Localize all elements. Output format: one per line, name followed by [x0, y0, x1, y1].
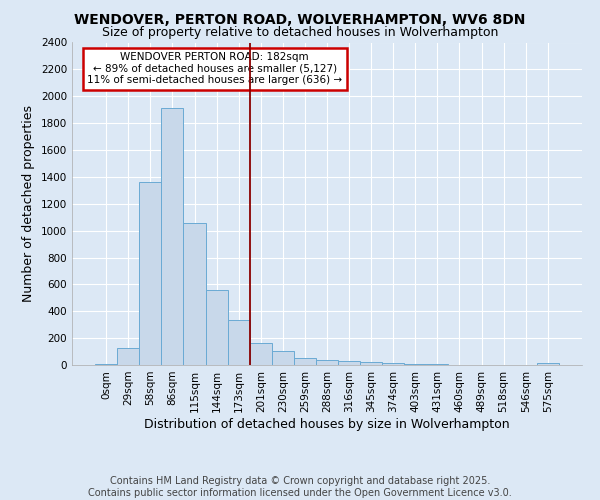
Bar [184, 223, 206, 365]
Bar [338, 361, 360, 365]
Bar [382, 363, 404, 365]
Y-axis label: Number of detached properties: Number of detached properties [22, 106, 35, 302]
Bar [227, 320, 250, 365]
Text: WENDOVER PERTON ROAD: 182sqm
← 89% of detached houses are smaller (5,127)
11% of: WENDOVER PERTON ROAD: 182sqm ← 89% of de… [87, 52, 343, 86]
Bar [206, 290, 227, 365]
Bar [360, 362, 382, 365]
Bar [427, 364, 448, 365]
Bar [139, 182, 161, 365]
Text: WENDOVER, PERTON ROAD, WOLVERHAMPTON, WV6 8DN: WENDOVER, PERTON ROAD, WOLVERHAMPTON, WV… [74, 12, 526, 26]
Bar [117, 348, 139, 365]
Bar [250, 343, 272, 365]
Bar [537, 363, 559, 365]
Bar [294, 358, 316, 365]
Bar [316, 360, 338, 365]
Bar [161, 108, 184, 365]
Bar [272, 351, 294, 365]
X-axis label: Distribution of detached houses by size in Wolverhampton: Distribution of detached houses by size … [144, 418, 510, 430]
Text: Contains HM Land Registry data © Crown copyright and database right 2025.
Contai: Contains HM Land Registry data © Crown c… [88, 476, 512, 498]
Bar [95, 364, 117, 365]
Text: Size of property relative to detached houses in Wolverhampton: Size of property relative to detached ho… [102, 26, 498, 39]
Bar [404, 364, 427, 365]
